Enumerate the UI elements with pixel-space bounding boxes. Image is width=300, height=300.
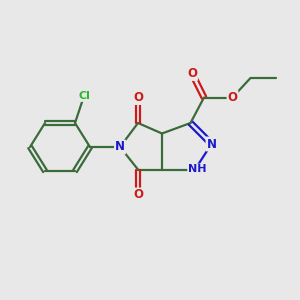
Text: O: O [133, 188, 143, 202]
Text: NH: NH [188, 164, 207, 175]
Text: N: N [206, 137, 217, 151]
Text: O: O [133, 91, 143, 104]
Text: Cl: Cl [78, 91, 90, 101]
Text: O: O [227, 91, 238, 104]
Text: O: O [187, 67, 197, 80]
Text: N: N [115, 140, 125, 154]
